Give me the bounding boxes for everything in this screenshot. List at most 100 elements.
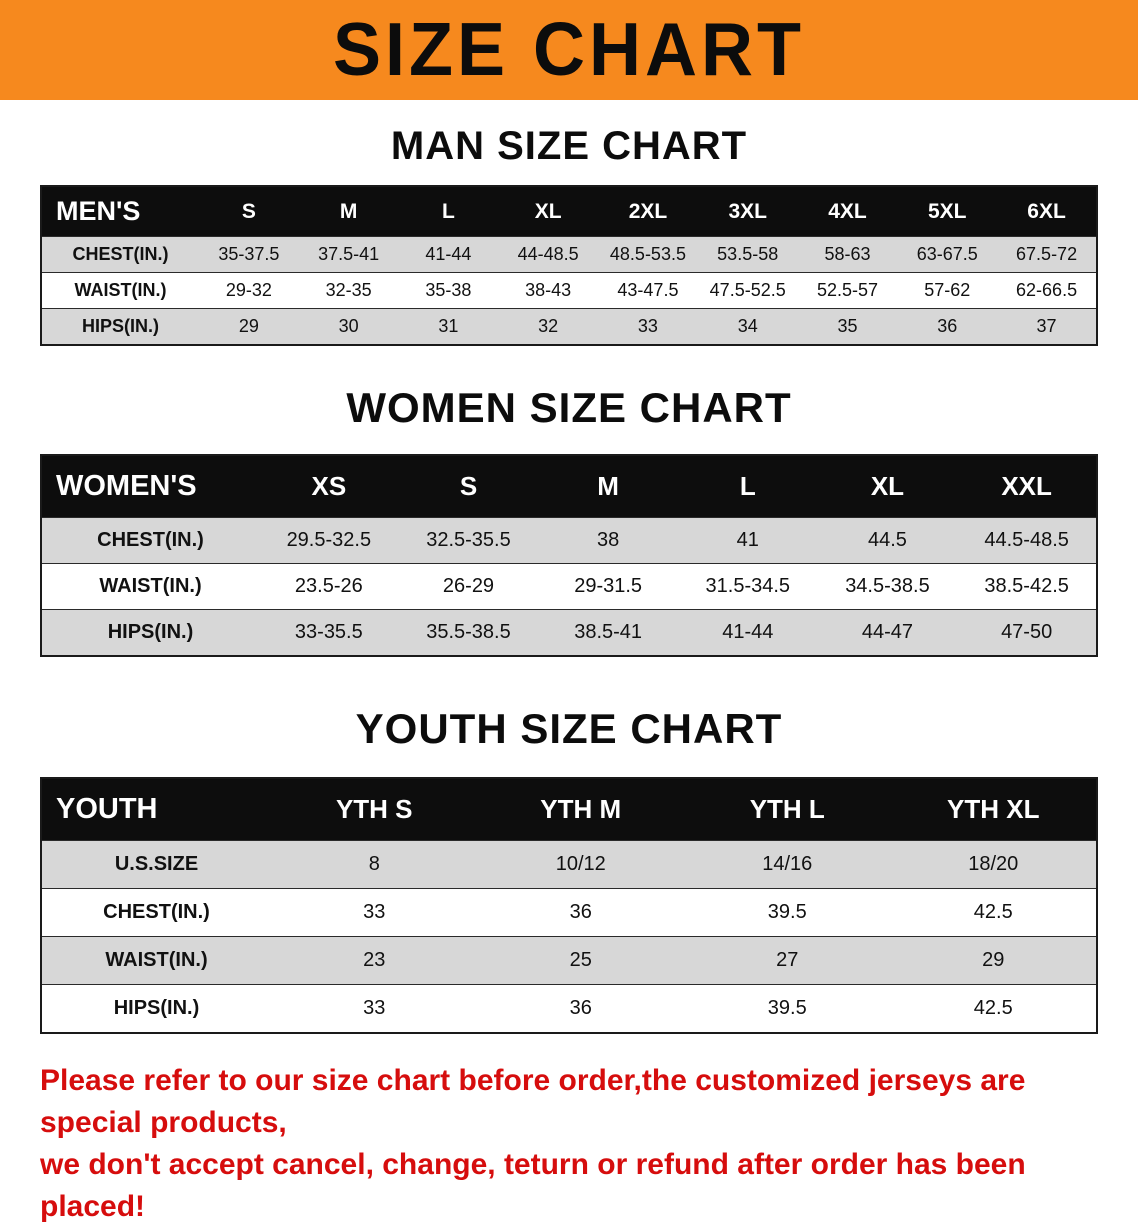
- size-value-cell: 44.5: [867, 529, 907, 551]
- size-header-cell: YTH L: [684, 778, 891, 841]
- size-value-cell: 52.5-57: [816, 280, 878, 300]
- measurement-row: WAIST(IN.) 29-32 32-35 35-38 38-43 43-47.5 47.…: [41, 272, 1097, 309]
- size-value-cell: 58-63: [824, 244, 871, 264]
- size-value-cell: 33: [363, 997, 386, 1019]
- size-value-cell: 29-31.5: [574, 575, 643, 597]
- size-value-cell: 29: [238, 316, 259, 336]
- size-value-cell: 35.5-38.5: [426, 621, 511, 643]
- size-header-cell: M: [538, 455, 678, 518]
- size-value-cell: 39.5: [767, 997, 807, 1019]
- size-value-cell: 38-43: [525, 280, 572, 300]
- row-label: WAIST(IN.): [105, 949, 208, 971]
- size-value-cell: 25: [569, 949, 592, 971]
- size-value-cell: 62-66.5: [1016, 280, 1078, 300]
- size-value-cell: 10/12: [555, 853, 606, 875]
- measurement-row: WAIST(IN.) 23 25 27 29: [41, 936, 1097, 985]
- youth-section-heading: YOUTH SIZE CHART: [355, 705, 783, 752]
- size-value-cell: 39.5: [767, 901, 807, 923]
- size-value-cell: 42.5: [973, 901, 1013, 923]
- size-value-cell: 34.5-38.5: [845, 575, 930, 597]
- measurement-row: U.S.SIZE 8 10/12 14/16 18/20: [41, 840, 1097, 889]
- youth-size-table: YOUTH YTH S YTH M YTH L YTH XL U.S.SIZE 8 10/12…: [40, 777, 1098, 1034]
- section-women: WOMEN SIZE CHART WOMEN'S XS S M L XL XXL CHEST(…: [0, 346, 1138, 657]
- size-value-cell: 8: [368, 853, 380, 875]
- size-value-cell: 27: [776, 949, 799, 971]
- size-header-cell: M: [298, 186, 399, 237]
- size-value-cell: 26-29: [442, 575, 495, 597]
- size-value-cell: 35-38: [425, 280, 472, 300]
- measurement-row: CHEST(IN.) 35-37.5 37.5-41 41-44 44-48.5 48.5…: [41, 236, 1097, 273]
- measurement-row: HIPS(IN.) 33-35.5 35.5-38.5 38.5-41 41-44 44-…: [41, 609, 1097, 656]
- size-value-cell: 30: [338, 316, 359, 336]
- size-value-cell: 32.5-35.5: [426, 529, 511, 551]
- size-value-cell: 14/16: [762, 853, 813, 875]
- size-value-cell: 47-50: [1001, 621, 1053, 643]
- section-men: MAN SIZE CHART MEN'S S M L XL 2XL 3XL 4XL 5XL 6XL…: [0, 100, 1138, 346]
- measurement-row: HIPS(IN.) 33 36 39.5 42.5: [41, 984, 1097, 1034]
- size-value-cell: 33: [637, 316, 658, 336]
- size-value-cell: 48.5-53.5: [609, 244, 686, 264]
- size-header-cell: S: [199, 186, 299, 237]
- size-header-cell: XL: [498, 186, 599, 237]
- size-value-cell: 47.5-52.5: [709, 280, 786, 300]
- measurement-row: HIPS(IN.) 29 30 31 32 33 34 35 36 37: [41, 308, 1097, 345]
- row-label: HIPS(IN.): [107, 621, 194, 643]
- footer-note-line: Please refer to our size chart before or…: [40, 1064, 1026, 1139]
- size-header-cell: XS: [259, 455, 399, 518]
- size-value-cell: 38.5-41: [574, 621, 643, 643]
- size-header-cell: 3XL: [697, 186, 798, 237]
- page-title: SIZE CHART: [333, 8, 805, 92]
- size-value-cell: 31.5-34.5: [705, 575, 791, 597]
- size-value-cell: 44.5-48.5: [984, 529, 1069, 551]
- size-header-cell: 2XL: [598, 186, 698, 237]
- row-label: CHEST(IN.): [97, 529, 204, 551]
- size-value-cell: 32: [538, 316, 559, 336]
- table-title-cell: WOMEN'S: [41, 455, 259, 518]
- size-value-cell: 44-47: [861, 621, 914, 643]
- size-header-cell: XXL: [957, 455, 1097, 518]
- row-label: HIPS(IN.): [113, 997, 200, 1019]
- size-value-cell: 23: [363, 949, 386, 971]
- banner: SIZE CHART: [0, 0, 1138, 100]
- size-header-cell: 6XL: [997, 186, 1097, 237]
- size-value-cell: 36: [569, 997, 592, 1019]
- size-value-cell: 31: [438, 316, 459, 336]
- table-header-row: WOMEN'S XS S M L XL XXL: [41, 455, 1097, 518]
- size-value-cell: 35: [837, 316, 858, 336]
- table-title-cell: YOUTH: [41, 778, 271, 841]
- table-title-cell: MEN'S: [41, 186, 199, 237]
- size-value-cell: 37: [1036, 316, 1057, 336]
- row-label: HIPS(IN.): [81, 316, 159, 336]
- size-value-cell: 35-37.5: [218, 244, 280, 264]
- size-value-cell: 34: [737, 316, 758, 336]
- size-value-cell: 32-35: [325, 280, 372, 300]
- size-value-cell: 29: [982, 949, 1005, 971]
- row-label: WAIST(IN.): [74, 280, 167, 300]
- size-value-cell: 41: [736, 529, 759, 551]
- size-value-cell: 63-67.5: [916, 244, 978, 264]
- size-value-cell: 67.5-72: [1016, 244, 1078, 264]
- row-label: CHEST(IN.): [103, 901, 210, 923]
- section-youth: YOUTH SIZE CHART YOUTH YTH S YTH M YTH L YTH…: [0, 657, 1138, 1034]
- size-header-cell: 5XL: [897, 186, 998, 237]
- size-value-cell: 37.5-41: [318, 244, 380, 264]
- size-value-cell: 41-44: [425, 244, 472, 264]
- size-header-cell: YTH M: [477, 778, 684, 841]
- size-value-cell: 41-44: [722, 621, 774, 643]
- size-value-cell: 33-35.5: [294, 621, 363, 643]
- size-header-cell: S: [398, 455, 539, 518]
- size-value-cell: 44-48.5: [517, 244, 579, 264]
- measurement-row: WAIST(IN.) 23.5-26 26-29 29-31.5 31.5-34.5 34…: [41, 563, 1097, 610]
- size-value-cell: 33: [363, 901, 386, 923]
- footer-note-line: we don't accept cancel, change, teturn o…: [40, 1148, 1026, 1223]
- size-value-cell: 18/20: [968, 853, 1019, 875]
- size-value-cell: 53.5-58: [717, 244, 779, 264]
- size-value-cell: 29-32: [225, 280, 272, 300]
- men-size-table: MEN'S S M L XL 2XL 3XL 4XL 5XL 6XL CHEST(IN.) 35-37…: [40, 185, 1098, 346]
- measurement-row: CHEST(IN.) 33 36 39.5 42.5: [41, 888, 1097, 937]
- men-section-heading: MAN SIZE CHART: [390, 124, 748, 168]
- row-label: WAIST(IN.): [99, 575, 202, 597]
- size-header-cell: YTH XL: [890, 778, 1097, 841]
- size-value-cell: 42.5: [973, 997, 1013, 1019]
